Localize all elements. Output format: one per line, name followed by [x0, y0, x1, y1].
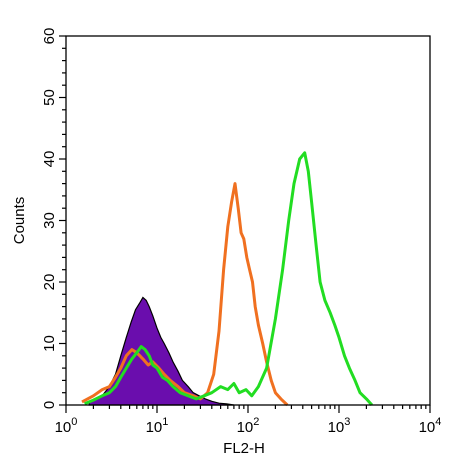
x-axis-title: FL2-H — [223, 440, 265, 457]
series-layer — [81, 151, 374, 407]
y-tick-label: 60 — [41, 28, 58, 45]
x-tick-label: 102 — [237, 416, 260, 436]
x-tick-label: 104 — [419, 416, 442, 436]
y-tick-label: 30 — [41, 212, 58, 229]
x-tick-label: 101 — [146, 416, 169, 436]
x-axis: 100 101 102 103 104 — [55, 405, 442, 436]
y-tick-label: 40 — [41, 151, 58, 168]
y-tick-label: 50 — [41, 89, 58, 106]
y-tick-label: 0 — [41, 401, 58, 409]
y-axis-title: Counts — [11, 197, 28, 245]
x-tick-label: 103 — [328, 416, 351, 436]
histogram-line-series-1 — [81, 182, 289, 407]
x-tick-label: 100 — [55, 416, 78, 436]
y-axis: 0 10 20 30 40 50 60 — [41, 28, 66, 409]
histogram-line-series-2 — [84, 151, 374, 407]
plot-frame — [65, 35, 431, 406]
histogram-filled-series-0 — [88, 296, 234, 406]
y-tick-label: 10 — [41, 335, 58, 352]
y-tick-label: 20 — [41, 274, 58, 291]
